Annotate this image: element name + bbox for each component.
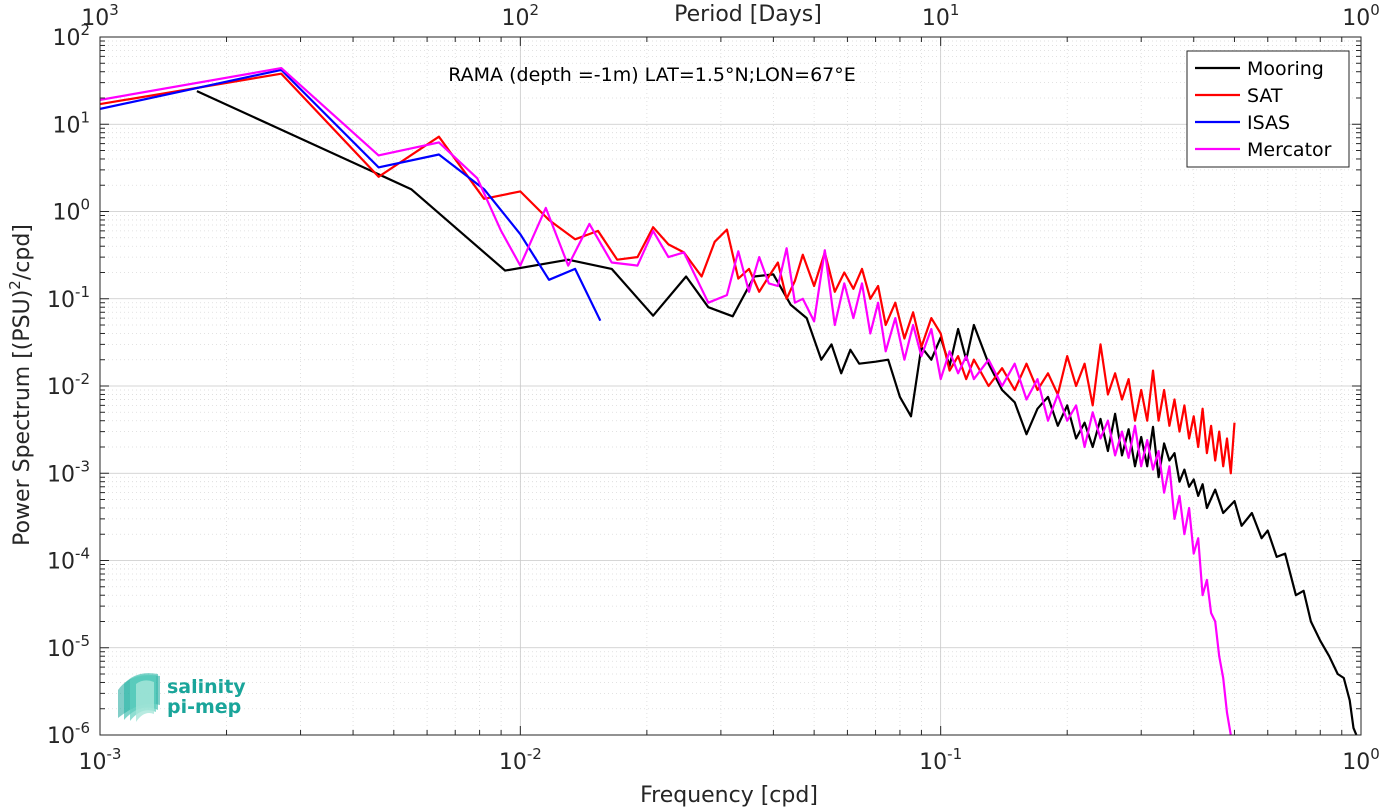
y-tick-base: 10: [52, 113, 80, 138]
y-tick-base: 10: [47, 724, 75, 749]
y-axis-title-tail: /cpd]: [10, 224, 35, 280]
x-axis-title: Frequency [cpd]: [640, 783, 818, 808]
top-tick-base: 10: [1342, 6, 1370, 31]
legend-label-mooring: Mooring: [1247, 58, 1324, 80]
legend-label-sat: SAT: [1247, 85, 1283, 107]
y-tick-label: 10-3: [47, 457, 90, 487]
y-tick-base: 10: [47, 375, 75, 400]
legend: Mooring SAT ISAS Mercator: [1186, 50, 1350, 168]
x-tick-label: 10-3: [79, 745, 122, 775]
top-axis-title: Period [Days]: [674, 2, 822, 27]
y-tick-base: 10: [47, 288, 75, 313]
y-tick-exp: 2: [80, 21, 90, 39]
y-tick-exp: -6: [75, 719, 90, 737]
logo-line1: salinity: [167, 676, 246, 698]
top-tick-base: 10: [502, 6, 530, 31]
top-tick-base: 10: [922, 6, 950, 31]
legend-box: [1186, 50, 1350, 168]
top-tick-label: 102: [502, 1, 540, 31]
tick-marks: [99, 36, 1362, 736]
x-tick-label: 100: [1342, 745, 1380, 775]
y-tick-label: 101: [52, 108, 90, 138]
y-tick-exp: -3: [75, 457, 90, 475]
salinity-pi-mep-logo: salinity pi-mep: [118, 673, 246, 722]
top-tick-exp: 0: [1370, 1, 1380, 19]
top-tick-base: 10: [81, 6, 109, 31]
y-tick-label: 10-6: [47, 719, 90, 749]
y-tick-exp: -1: [75, 283, 90, 301]
x-tick-base: 10: [919, 750, 947, 775]
legend-label-isas: ISAS: [1247, 112, 1290, 134]
x-tick-label: 10-1: [919, 745, 962, 775]
y-tick-base: 10: [52, 201, 80, 226]
top-tick-label: 101: [922, 1, 960, 31]
y-axis-title-main: Power Spectrum [(PSU): [10, 290, 35, 546]
y-tick-base: 10: [47, 550, 75, 575]
y-tick-label: 10-1: [47, 283, 90, 313]
y-tick-label: 10-5: [47, 632, 90, 662]
y-tick-exp: -4: [75, 545, 90, 563]
y-tick-base: 10: [52, 26, 80, 51]
y-tick-exp: -5: [75, 632, 90, 650]
top-tick-exp: 3: [109, 1, 119, 19]
y-tick-exp: 0: [80, 196, 90, 214]
y-axis-title-sup: 2: [6, 280, 24, 290]
y-tick-exp: 1: [80, 108, 90, 126]
series-layer: [100, 67, 1358, 735]
x-tick-exp: -3: [107, 745, 122, 763]
y-tick-base: 10: [47, 637, 75, 662]
x-tick-base: 10: [79, 750, 107, 775]
y-tick-base: 10: [47, 462, 75, 487]
y-tick-exp: -2: [75, 370, 90, 388]
top-tick-label: 103: [81, 1, 119, 31]
x-tick-base: 10: [1342, 750, 1370, 775]
series-isas-line: [100, 68, 602, 322]
x-tick-exp: -2: [527, 745, 542, 763]
top-tick-exp: 2: [530, 1, 540, 19]
x-tick-label: 10-2: [499, 745, 542, 775]
x-tick-exp: 0: [1370, 745, 1380, 763]
top-tick-exp: 1: [950, 1, 960, 19]
y-tick-label: 10-2: [47, 370, 90, 400]
y-tick-label: 100: [52, 196, 90, 226]
series-mercator-line: [100, 67, 1232, 735]
x-tick-base: 10: [499, 750, 527, 775]
y-axis-title: Power Spectrum [(PSU)2/cpd]: [6, 224, 35, 546]
logo-wave-icon: [118, 673, 160, 722]
x-tick-exp: -1: [947, 745, 962, 763]
top-tick-label: 100: [1342, 1, 1380, 31]
chart-title: RAMA (depth =-1m) LAT=1.5°N;LON=67°E: [448, 64, 856, 86]
y-tick-label: 10-4: [47, 545, 90, 575]
series-mooring-line: [196, 90, 1358, 735]
y-tick-label: 102: [52, 21, 90, 51]
legend-label-mercator: Mercator: [1247, 139, 1332, 161]
logo-line2: pi-mep: [167, 696, 241, 718]
